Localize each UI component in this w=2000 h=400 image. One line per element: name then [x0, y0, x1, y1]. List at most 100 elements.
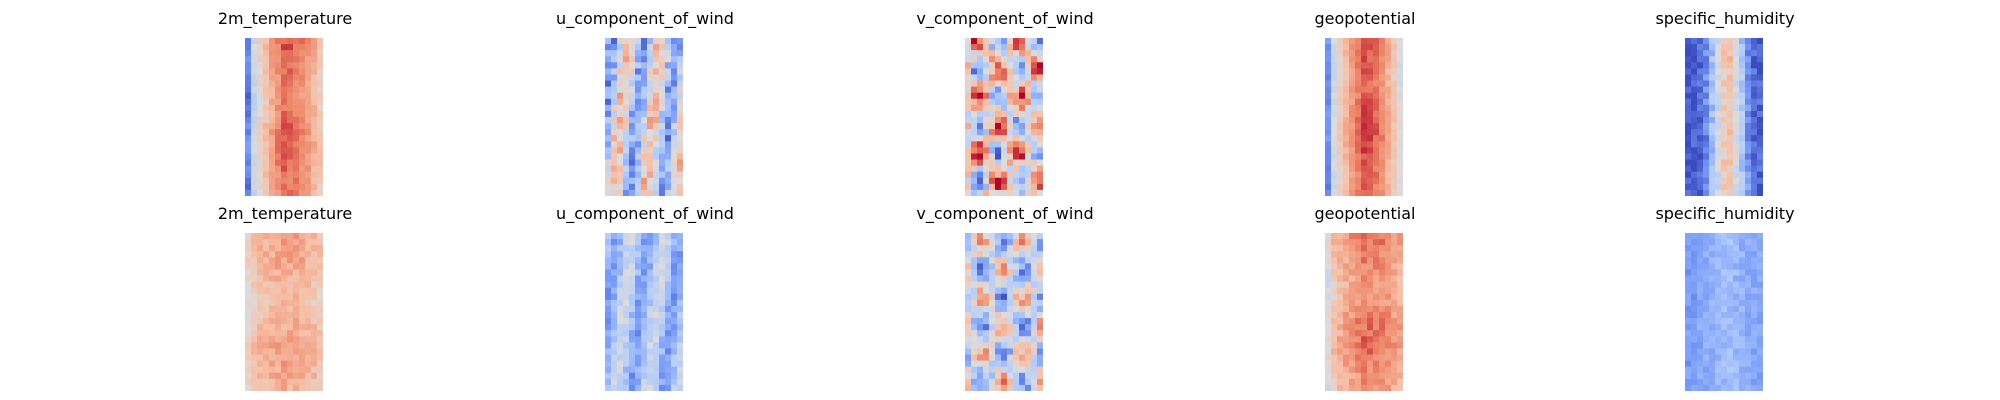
heatmap-cell	[281, 245, 288, 252]
heatmap-cell	[1331, 141, 1338, 148]
heatmap-cell	[1331, 354, 1338, 362]
heatmap-cell	[281, 98, 288, 106]
heatmap-cell	[623, 80, 630, 88]
heatmap-cell	[1703, 251, 1710, 258]
heatmap-cell	[263, 342, 270, 349]
heatmap-cell	[1025, 177, 1032, 185]
heatmap-cell	[1709, 135, 1716, 142]
heatmap-cell	[1337, 239, 1344, 246]
heatmap-cell	[263, 384, 270, 391]
heatmap-cell	[1691, 275, 1698, 283]
heatmap-cell	[263, 110, 270, 118]
heatmap-cell	[1373, 129, 1380, 136]
heatmap-cell	[251, 245, 258, 252]
heatmap-cell	[1343, 86, 1350, 94]
heatmap-cell	[1337, 68, 1344, 75]
heatmap-cell	[1721, 62, 1728, 69]
heatmap-cell	[665, 269, 672, 276]
heatmap-cell	[629, 147, 636, 154]
heatmap-cell	[1703, 378, 1710, 386]
heatmap-cell	[659, 110, 666, 118]
heatmap-cell	[1685, 80, 1692, 88]
heatmap-cell	[1721, 80, 1728, 88]
heatmap-cell	[665, 110, 672, 118]
heatmap-cell	[1019, 92, 1026, 100]
heatmap-cell	[1757, 287, 1763, 295]
heatmap-cell	[647, 159, 654, 167]
heatmap-cell	[989, 330, 996, 337]
heatmap-cell	[1007, 38, 1014, 45]
heatmap-cell	[605, 50, 612, 57]
heatmap-cell	[1397, 348, 1403, 355]
heatmap-cell	[1397, 366, 1403, 374]
heatmap-cell	[1757, 98, 1763, 106]
heatmap-cell	[287, 318, 294, 325]
heatmap-cell	[1025, 348, 1032, 355]
heatmap-image	[1325, 38, 1403, 196]
heatmap-panel: specific_humidity	[1575, 204, 1875, 394]
heatmap-cell	[611, 50, 618, 57]
heatmap-cell	[971, 141, 978, 148]
heatmap-cell	[659, 366, 666, 374]
heatmap-cell	[1367, 56, 1374, 63]
heatmap-cell	[1691, 287, 1698, 295]
heatmap-cell	[1337, 318, 1344, 325]
heatmap-cell	[1379, 62, 1386, 69]
heatmap-cell	[1337, 56, 1344, 63]
heatmap-cell	[671, 68, 678, 75]
heatmap-cell	[1715, 123, 1722, 130]
heatmap-cell	[1685, 92, 1692, 100]
heatmap-cell	[1751, 324, 1758, 331]
heatmap-cell	[659, 80, 666, 88]
heatmap-cell	[965, 68, 972, 75]
heatmap-cell	[1391, 257, 1398, 264]
heatmap-cell	[1031, 98, 1038, 106]
heatmap-cell	[647, 251, 654, 258]
heatmap-cell	[293, 50, 300, 57]
heatmap-cell	[653, 293, 660, 301]
heatmap-cell	[641, 141, 648, 148]
heatmap-cell	[1013, 239, 1020, 246]
heatmap-cell	[1025, 159, 1032, 167]
heatmap-cell	[1385, 287, 1392, 295]
heatmap-cell	[1715, 251, 1722, 258]
heatmap-cell	[1355, 117, 1362, 124]
heatmap-cell	[311, 336, 318, 343]
heatmap-cell	[635, 305, 642, 313]
heatmap-cell	[1379, 299, 1386, 307]
heatmap-cell	[635, 44, 642, 51]
heatmap-cell	[1337, 233, 1344, 240]
heatmap-cell	[617, 92, 624, 100]
heatmap-cell	[251, 171, 258, 179]
heatmap-cell	[257, 38, 264, 45]
heatmap-cell	[971, 50, 978, 57]
heatmap-cell	[1721, 287, 1728, 295]
heatmap-cell	[995, 98, 1002, 106]
heatmap-cell	[605, 342, 612, 349]
heatmap-cell	[1355, 324, 1362, 331]
heatmap-cell	[989, 299, 996, 307]
heatmap-cell	[1337, 189, 1344, 196]
heatmap-cell	[611, 287, 618, 295]
heatmap-cell	[635, 354, 642, 362]
heatmap-cell	[677, 336, 683, 343]
heatmap-cell	[1349, 141, 1356, 148]
heatmap-cell	[1697, 129, 1704, 136]
heatmap-cell	[1697, 245, 1704, 252]
heatmap-cell	[1697, 141, 1704, 148]
heatmap-cell	[1397, 239, 1403, 246]
heatmap-cell	[611, 117, 618, 124]
heatmap-cell	[1349, 56, 1356, 63]
heatmap-cell	[1001, 281, 1008, 289]
heatmap-cell	[665, 384, 672, 391]
heatmap-cell	[1367, 50, 1374, 57]
heatmap-cell	[647, 269, 654, 276]
heatmap-cell	[989, 104, 996, 112]
heatmap-cell	[1367, 141, 1374, 148]
heatmap-cell	[1361, 281, 1368, 289]
heatmap-cell	[983, 62, 990, 69]
heatmap-cell	[977, 366, 984, 374]
heatmap-cell	[1337, 342, 1344, 349]
heatmap-cell	[1733, 56, 1740, 63]
heatmap-cell	[1001, 110, 1008, 118]
